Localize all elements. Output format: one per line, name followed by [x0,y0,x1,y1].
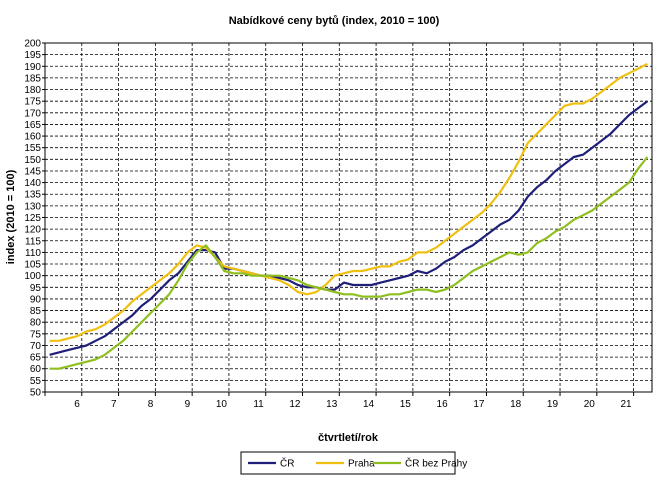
y-tick-label: 85 [30,306,42,317]
y-tick-label: 80 [30,318,42,329]
chart-title: Nabídkové ceny bytů (index, 2010 = 100) [229,15,440,27]
y-tick-label: 165 [24,120,41,131]
x-tick-label: 13 [326,399,338,410]
y-tick-label: 150 [24,155,41,166]
y-tick-label: 70 [30,341,42,352]
x-tick-label: 8 [148,399,154,410]
legend: ČR Praha ČR bez Prahy [248,457,467,470]
y-tick-label: 120 [24,225,41,236]
y-tick-label: 200 [24,39,41,50]
series-line-čr-bez-prahy [49,156,649,370]
x-tick-label: 18 [510,399,522,410]
legend-label: Praha [348,459,375,470]
x-tick-label: 17 [473,399,485,410]
y-tick-label: 60 [30,364,42,375]
grid-lines [45,43,652,392]
y-tick-label: 185 [24,73,41,84]
x-tick-label: 14 [363,399,375,410]
y-axis-ticks: 5055606570758085909510010511011512012513… [24,39,45,399]
y-tick-label: 155 [24,143,41,154]
y-tick-label: 65 [30,353,42,364]
y-tick-label: 140 [24,178,41,189]
y-tick-label: 50 [30,388,42,399]
y-tick-label: 55 [30,376,42,387]
x-tick-label: 21 [620,399,632,410]
y-tick-label: 160 [24,132,41,143]
series-lines [49,62,649,370]
y-tick-label: 90 [30,294,42,305]
x-tick-label: 6 [74,399,80,410]
series-line-praha [49,62,648,342]
y-tick-label: 195 [24,50,41,61]
y-tick-label: 180 [24,85,41,96]
x-tick-label: 11 [253,399,264,410]
y-tick-label: 100 [24,271,41,282]
x-tick-label: 20 [584,399,596,410]
y-tick-label: 135 [24,190,41,201]
y-tick-label: 95 [30,283,42,294]
x-tick-label: 10 [216,399,228,410]
y-tick-label: 115 [25,236,41,247]
y-tick-label: 105 [24,260,41,271]
series-line-čr [49,100,649,356]
x-tick-label: 9 [185,399,191,410]
y-tick-label: 130 [24,201,41,212]
x-axis-title: čtvrtletí/rok [318,432,379,444]
y-tick-label: 125 [24,213,41,224]
x-tick-label: 7 [111,399,117,410]
y-axis-title: index (2010 = 100) [5,169,17,264]
y-tick-label: 170 [24,108,41,119]
y-tick-label: 145 [24,166,41,177]
x-tick-label: 16 [437,399,449,410]
x-tick-label: 15 [400,399,412,410]
legend-label: ČR [280,457,294,470]
x-tick-label: 19 [547,399,559,410]
x-tick-label: 12 [289,399,301,410]
x-axis-ticks: 6 7 8 9 10 11 12 13 14 15 16 17 18 19 20 21 [44,392,635,410]
y-tick-label: 190 [24,62,41,73]
legend-box [240,451,456,475]
y-tick-label: 75 [30,329,42,340]
y-tick-label: 175 [24,97,41,108]
y-tick-label: 110 [25,248,41,259]
legend-label: ČR bez Prahy [405,457,467,470]
